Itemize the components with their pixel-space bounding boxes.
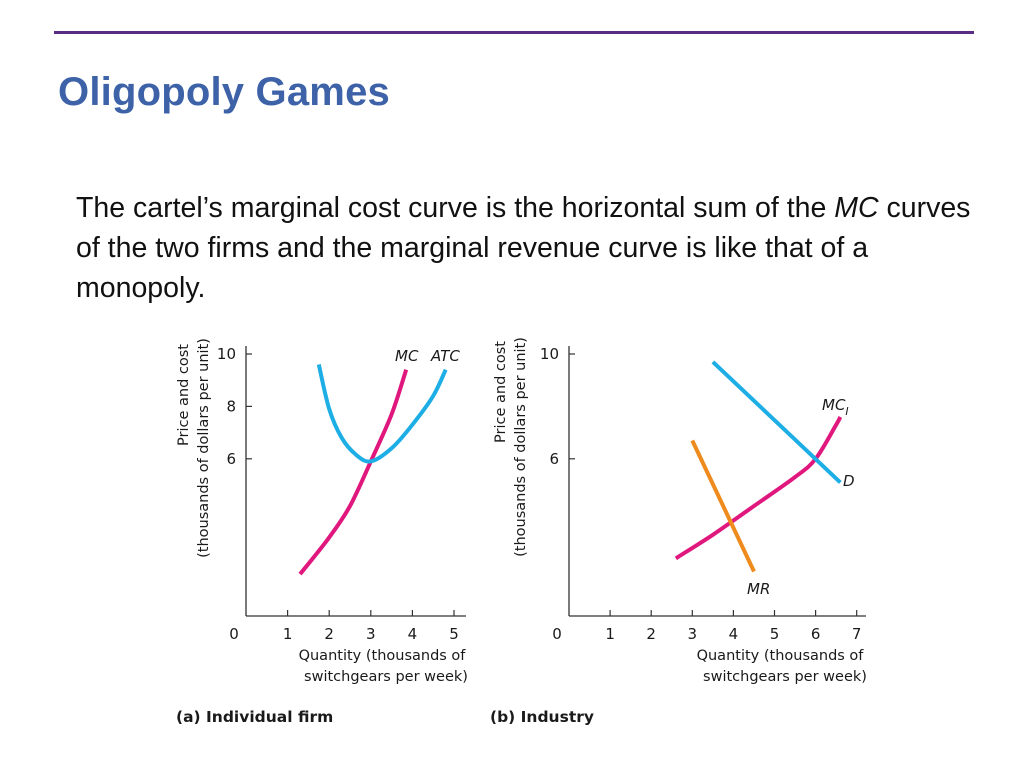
chart-a-label-atc: ATC [430,347,460,365]
chart-b-xtick-label: 4 [729,625,739,643]
chart-b: 0 1 2 3 4 5 6 7 6 10 Quantity (thousands of switc… [490,337,867,726]
chart-b-xtick-label: 2 [646,625,656,643]
chart-b-xtick-label: 0 [552,625,562,643]
body-text-part1: The cartel’s marginal cost curve is the … [76,192,835,224]
chart-a-xtick-label: 2 [324,625,334,643]
chart-b-ytick-label: 6 [549,450,559,468]
chart-a-ytick-label: 6 [226,450,236,468]
chart-b-xtick-label: 3 [688,625,698,643]
chart-b-label-mci-main: MC [822,396,846,414]
chart-b-caption: (b) Industry [490,708,594,726]
chart-a-xtick-label: 3 [366,625,376,643]
chart-b-label-mci: MCI [822,396,849,418]
body-text-part2: curves of the two firms and the marginal… [76,192,971,304]
chart-a-xtick-label: 5 [449,625,459,643]
chart-a-xtick-label: 0 [229,625,239,643]
chart-a-series-mc [298,369,409,576]
chart-a: 0 1 2 3 4 5 6 8 10 Quantity (thousands of switch… [176,338,468,726]
top-rule [54,31,974,34]
chart-a-ytick-label: 10 [217,345,236,363]
slide-title: Oligopoly Games [58,70,390,114]
chart-b-ylabel-1: Price and cost [493,341,509,443]
chart-a-xlabel-1: Quantity (thousands of [299,648,467,664]
chart-a-xlabel-2: switchgears per week) [304,669,468,685]
slide-body: The cartel’s marginal cost curve is the … [76,188,986,308]
chart-a-ylabel-2: (thousands of dollars per unit) [196,338,212,558]
chart-a-ytick-label: 8 [226,397,236,415]
chart-b-ylabel-2: (thousands of dollars per unit) [513,337,529,557]
chart-a-xtick-label: 4 [408,625,418,643]
chart-a-caption: (a) Individual firm [176,708,333,726]
chart-a-series-atc [316,364,448,464]
body-text-italic: MC [834,192,879,224]
chart-a-marks: 0 1 2 3 4 5 6 8 10 [217,345,466,643]
chart-b-label-mci-sub: I [845,405,848,418]
chart-b-xtick-label: 7 [852,625,862,643]
chart-b-xlabel-2: switchgears per week) [703,669,867,685]
chart-b-xtick-label: 5 [770,625,780,643]
chart-b-series-mci [674,415,843,561]
chart-b-xlabel-1: Quantity (thousands of [697,648,865,664]
chart-b-xtick-label: 6 [811,625,821,643]
chart-b-marks: 0 1 2 3 4 5 6 7 6 10 [540,345,866,643]
chart-a-xtick-label: 1 [283,625,293,643]
chart-b-series-mr [690,439,756,573]
chart-b-series-d [711,360,842,484]
chart-a-label-mc: MC [395,347,419,365]
chart-b-xtick-label: 1 [605,625,615,643]
chart-b-label-d: D [843,472,855,490]
chart-a-ylabel-1: Price and cost [176,344,192,446]
chart-b-ytick-label: 10 [540,345,559,363]
chart-b-label-mr: MR [747,580,770,598]
